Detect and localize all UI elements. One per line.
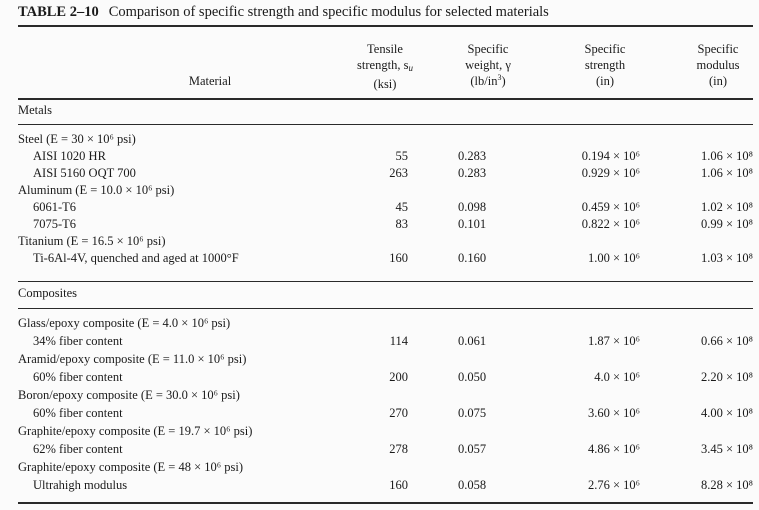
header-tensile: Tensile strength, su (ksi) [340,41,430,92]
section-metals: Metals [18,103,53,117]
table-caption: TABLE 2–10 Comparison of specific strengt… [18,4,549,21]
header-material: Material [188,74,232,88]
header-weight-line3: (lb/in3) [470,73,506,89]
header-weight: Specific weight, γ (lb/in3) [448,41,528,89]
header-modulus-line2: modulus [696,58,740,72]
header-tensile-line2: strength, su [357,58,413,73]
header-strength: Specific strength (in) [570,41,640,89]
group-row: Boron/epoxy composite (E = 30.0 × 10⁶ ps… [18,388,240,402]
table-row: 7075-T6 83 0.101 0.822 × 10⁶ 0.99 × 10⁸ [33,217,753,231]
section-composites: Composites [18,286,78,300]
header-tensile-line3: (ksi) [373,77,397,91]
table-row: 62% fiber content 278 0.057 4.86 × 10⁶ 3… [33,442,753,456]
group-row: Titanium (E = 16.5 × 10⁶ psi) [18,234,166,248]
header-strength-line2: strength [584,58,626,72]
composites-rule [18,308,753,309]
header-rule [18,98,753,100]
group-row: Graphite/epoxy composite (E = 19.7 × 10⁶… [18,424,253,438]
table-row: AISI 1020 HR 55 0.283 0.194 × 10⁶ 1.06 ×… [33,149,753,163]
header-weight-line1: Specific [467,42,509,56]
group-row: Aramid/epoxy composite (E = 11.0 × 10⁶ p… [18,352,247,366]
metals-rule [18,124,753,125]
header-strength-line3: (in) [595,74,615,88]
table-row: Ultrahigh modulus 160 0.058 2.76 × 10⁶ 8… [33,478,753,492]
table-title: Comparison of specific strength and spec… [108,4,549,20]
table-row: Ti-6Al-4V, quenched and aged at 1000°F 1… [33,251,753,265]
table-row: 6061-T6 45 0.098 0.459 × 10⁶ 1.02 × 10⁸ [33,200,753,214]
bottom-rule [18,502,753,504]
group-row: Graphite/epoxy composite (E = 48 × 10⁶ p… [18,460,244,474]
table-number: TABLE 2–10 [18,4,99,20]
table-row: 60% fiber content 270 0.075 3.60 × 10⁶ 4… [33,406,753,420]
composites-top-rule [18,281,753,282]
group-row: Aluminum (E = 10.0 × 10⁶ psi) [18,183,175,197]
top-rule [18,25,753,27]
group-row: Glass/epoxy composite (E = 4.0 × 10⁶ psi… [18,316,231,330]
header-weight-line2: weight, γ [465,58,511,72]
header-tensile-line1: Tensile [367,42,403,56]
header-modulus: Specific modulus (in) [683,41,753,89]
header-modulus-line3: (in) [708,74,728,88]
table-row: 34% fiber content 114 0.061 1.87 × 10⁶ 0… [33,334,753,348]
table-row: 60% fiber content 200 0.050 4.0 × 10⁶ 2.… [33,370,753,384]
table-row: AISI 5160 OQT 700 263 0.283 0.929 × 10⁶ … [33,166,753,180]
group-row: Steel (E = 30 × 10⁶ psi) [18,132,136,146]
header-strength-line1: Specific [584,42,626,56]
header-modulus-line1: Specific [697,42,739,56]
